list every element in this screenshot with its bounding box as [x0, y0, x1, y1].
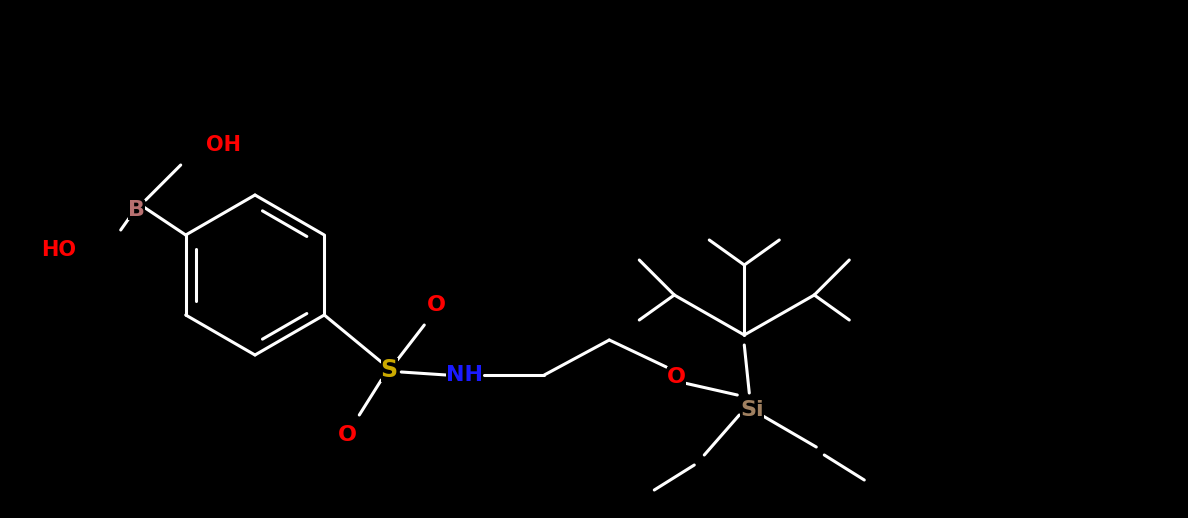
Text: B: B [128, 200, 145, 220]
Text: O: O [337, 425, 356, 445]
Text: OH: OH [206, 135, 241, 155]
Text: S: S [380, 358, 398, 382]
Text: O: O [426, 295, 446, 315]
Text: NH: NH [446, 365, 482, 385]
Text: O: O [666, 367, 685, 387]
Text: HO: HO [40, 240, 76, 260]
Text: Si: Si [740, 400, 764, 420]
